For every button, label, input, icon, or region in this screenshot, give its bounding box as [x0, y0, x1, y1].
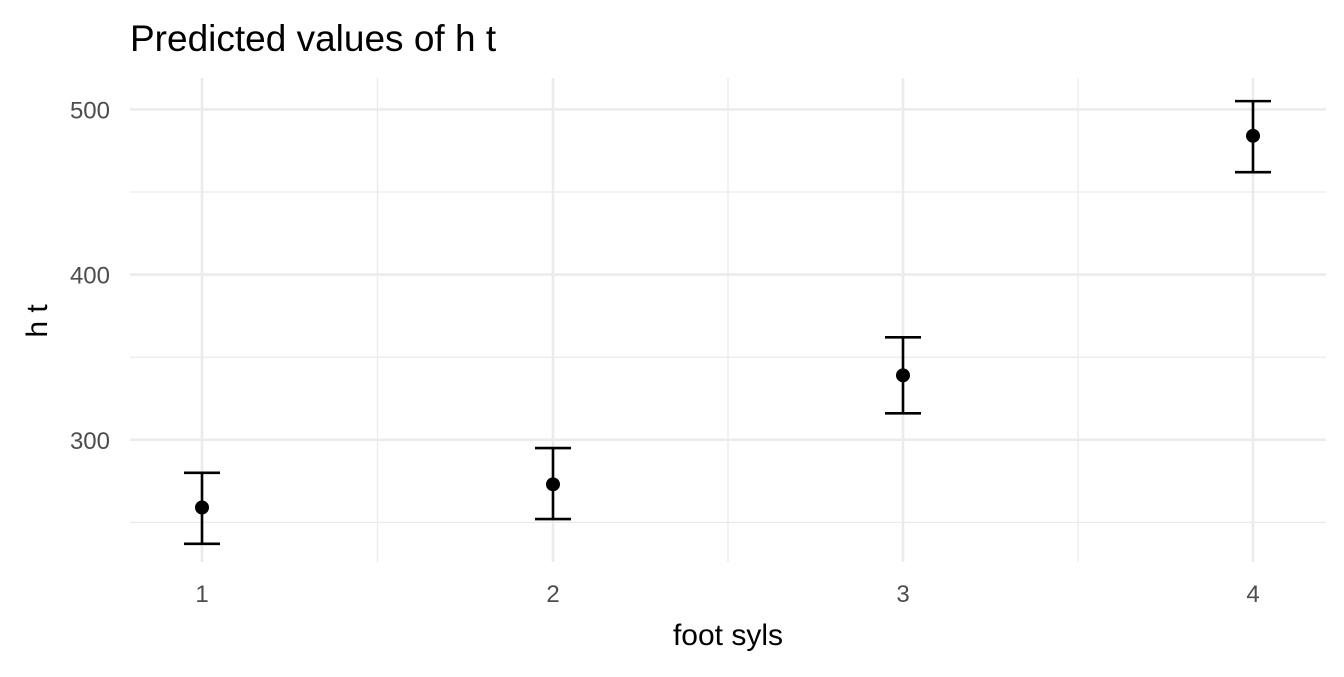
y-axis-title: h t [21, 304, 54, 338]
chart-title: Predicted values of h t [130, 18, 497, 59]
y-tick-label: 300 [70, 428, 110, 455]
data-point [896, 368, 910, 383]
x-tick-label: 3 [896, 581, 909, 608]
x-axis-title: foot syls [673, 619, 783, 652]
data-point [195, 500, 209, 515]
x-tick-label: 2 [546, 581, 559, 608]
y-tick-label: 400 [70, 263, 110, 290]
y-tick-label: 500 [70, 97, 110, 124]
grid-layer [130, 78, 1326, 562]
ticks-layer: 300 400 500 1 2 3 4 [70, 97, 1260, 608]
marks-layer [184, 99, 1271, 546]
x-tick-label: 4 [1246, 581, 1259, 608]
data-point [1246, 128, 1260, 143]
x-tick-label: 1 [195, 581, 208, 608]
data-point [546, 477, 560, 492]
